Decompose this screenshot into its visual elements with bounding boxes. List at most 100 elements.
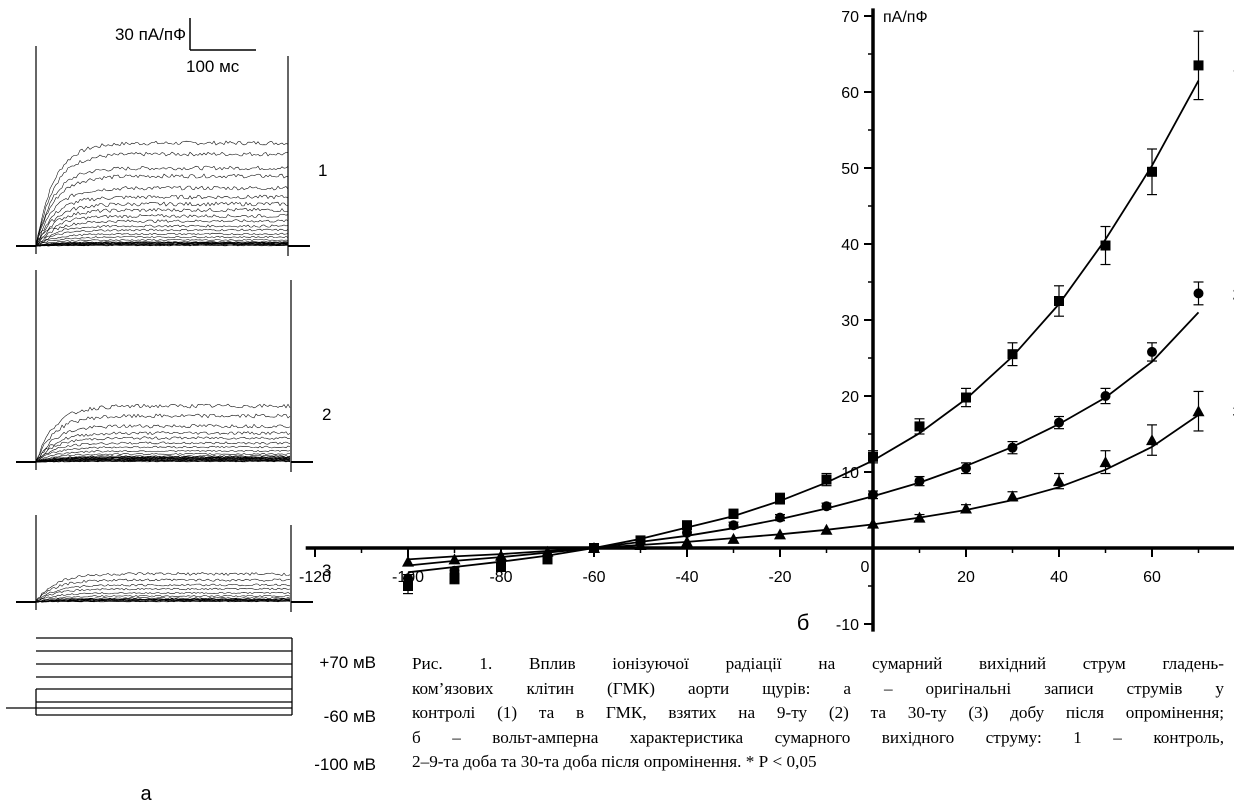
data-point-series-2 (961, 463, 971, 474)
trace-group-1 (16, 46, 310, 256)
trace-label-3: 3 (322, 561, 331, 580)
data-points (402, 60, 1205, 591)
data-point-series-1 (1007, 349, 1018, 360)
fit-curve-3 (407, 414, 1200, 561)
y-tick-label: 70 (841, 9, 859, 26)
data-point-series-3 (1099, 456, 1112, 468)
protocol-label-plus70: +70 мВ (319, 653, 376, 672)
current-trace (35, 241, 289, 247)
data-point-series-1 (403, 581, 413, 591)
data-point-series-1 (1054, 296, 1064, 306)
voltage-protocol (6, 637, 293, 716)
x-tick-label: 0 (861, 559, 870, 576)
fit-curve-2 (407, 311, 1200, 567)
series-label-1: 1 (1233, 58, 1234, 75)
data-point-series-3 (495, 549, 507, 561)
chart-ticks (314, 15, 1200, 625)
trace-group-3 (16, 515, 313, 612)
data-point-series-2 (1007, 442, 1018, 453)
current-trace (35, 436, 291, 462)
data-point-series-1 (1193, 60, 1204, 71)
current-trace (35, 453, 290, 463)
panel-label-b: б (797, 610, 810, 635)
data-point-series-1 (1100, 240, 1111, 251)
protocol-label-minus100: -100 мВ (314, 755, 376, 774)
current-trace (35, 441, 291, 463)
data-point-series-2 (914, 476, 925, 487)
current-trace (35, 578, 291, 603)
current-trace (35, 239, 289, 247)
data-point-series-1 (961, 392, 971, 403)
data-point-series-1 (728, 508, 739, 519)
current-trace (35, 460, 291, 463)
current-trace (35, 242, 289, 247)
caption-line: б – вольт-амперна характеристика сумарно… (412, 727, 1224, 747)
x-tick-label: 60 (1143, 569, 1161, 586)
current-trace (35, 214, 289, 246)
current-trace (35, 459, 291, 463)
current-trace (35, 449, 291, 462)
data-point-series-3 (448, 553, 461, 565)
data-point-series-2 (1054, 417, 1064, 428)
x-tick-label: -40 (675, 569, 698, 586)
x-tick-label: -80 (489, 569, 512, 586)
data-point-series-3 (541, 545, 554, 557)
data-point-series-2 (821, 501, 832, 512)
data-point-series-3 (1146, 434, 1158, 446)
current-trace (35, 445, 291, 463)
current-trace (35, 165, 289, 247)
current-trace (35, 591, 291, 603)
x-tick-label: -60 (582, 569, 605, 586)
data-point-series-3 (867, 517, 879, 529)
current-trace (35, 140, 289, 247)
x-tick-label: -120 (299, 569, 331, 586)
current-trace (35, 228, 289, 247)
current-trace (35, 600, 291, 603)
protocol-label-minus60: -60 мВ (324, 707, 376, 726)
trace-label-1: 1 (318, 161, 327, 180)
current-trace (35, 219, 289, 246)
data-point-series-2 (775, 512, 785, 523)
caption-line: Рис. 1. Вплив іонізуючої радіації на сум… (412, 654, 1224, 673)
current-trace (35, 173, 288, 246)
x-tick-label: 40 (1050, 569, 1068, 586)
caption-line: ком’язових клітин (ГМК) аорти щурів: а –… (412, 678, 1224, 698)
data-point-series-1 (868, 451, 878, 462)
data-point-series-3 (402, 555, 414, 567)
current-trace (35, 455, 291, 463)
data-point-series-2 (868, 489, 878, 500)
y-tick-label: 50 (841, 161, 859, 178)
iv-chart: -120-100-80-60-40-20020406080 мВ-1010203… (299, 8, 1234, 635)
scale-current-label: 30 пА/пФ (115, 25, 186, 44)
trace-label-2: 2 (322, 405, 331, 424)
data-point-series-2 (728, 520, 739, 531)
data-point-series-2 (1100, 391, 1111, 401)
current-trace (35, 413, 291, 462)
y-tick-label: 30 (841, 313, 859, 330)
caption-line: контролі (1) та в ГМК, взятих на 9-ту (2… (412, 703, 1224, 722)
data-point-series-3 (681, 535, 693, 547)
current-trace (35, 151, 289, 247)
fit-curves (407, 80, 1200, 574)
current-trace (35, 587, 291, 603)
data-point-series-2 (449, 565, 460, 576)
x-tick-label: -20 (768, 569, 791, 586)
data-point-series-1 (821, 474, 832, 485)
chart-labels: -120-100-80-60-40-20020406080 мВ-1010203… (299, 9, 1234, 635)
scale-time-label: 100 мс (186, 57, 240, 76)
x-tick-label: 20 (957, 569, 975, 586)
data-point-series-3 (634, 538, 647, 550)
current-trace (35, 598, 291, 603)
current-trace (35, 423, 291, 462)
x-tick-label: -100 (392, 569, 424, 586)
data-point-series-1 (1147, 166, 1157, 177)
data-point-series-2 (1147, 346, 1157, 357)
trace-group-2 (16, 270, 313, 472)
y-tick-label: -10 (836, 617, 859, 634)
current-trace (35, 194, 289, 248)
data-point-series-3 (727, 532, 740, 544)
current-trace (35, 456, 291, 463)
data-point-series-2 (1193, 288, 1204, 299)
current-trace (35, 232, 289, 247)
